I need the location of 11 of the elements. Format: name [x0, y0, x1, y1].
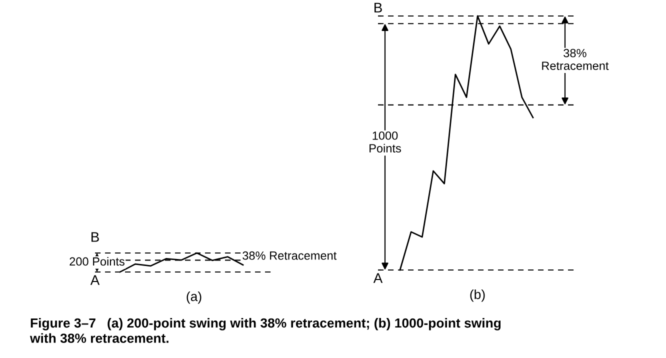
annotation: 200 Points — [70, 256, 124, 266]
annotation: 1000 Points — [370, 131, 401, 153]
annotation: 38% Retracement — [242, 251, 337, 260]
ref-line-label: B — [92, 232, 99, 242]
caption: Figure 3–7 (a) 200-point swing with 38% retracement; (b) 1000-point swing with 38% retracement. — [30, 318, 501, 343]
ref-line-label: A — [90, 275, 100, 285]
text: 38% Retracement — [542, 48, 609, 70]
text: (b) — [470, 289, 485, 302]
ref-line-label: B — [374, 2, 382, 12]
text: (a) — [186, 291, 202, 304]
ref-line-label: A — [373, 273, 383, 283]
